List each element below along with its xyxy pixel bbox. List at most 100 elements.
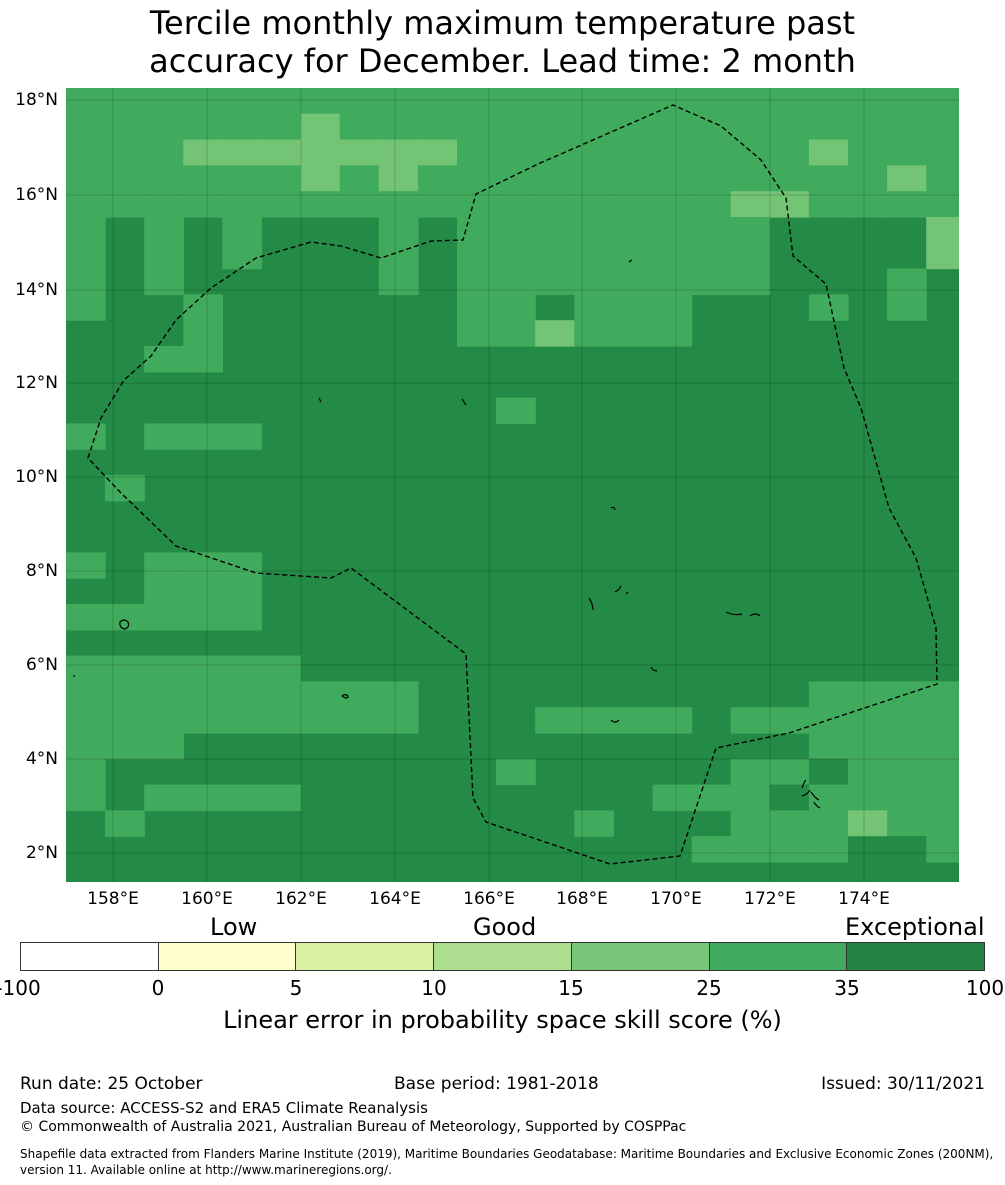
skill-cell bbox=[183, 681, 223, 708]
skill-cell bbox=[144, 655, 184, 682]
skill-cell bbox=[730, 810, 771, 837]
skill-map bbox=[66, 88, 959, 882]
skill-cell bbox=[769, 784, 810, 811]
skill-cell bbox=[613, 294, 654, 321]
skill-cell bbox=[652, 191, 693, 218]
colorbar-segment bbox=[21, 943, 159, 970]
skill-cell bbox=[691, 113, 732, 141]
colorbar bbox=[20, 942, 985, 971]
skill-cell bbox=[222, 113, 263, 141]
skill-cell bbox=[378, 707, 419, 734]
skill-cell bbox=[887, 165, 927, 192]
skill-cell bbox=[496, 165, 536, 192]
skill-cell bbox=[66, 191, 106, 218]
skill-cell bbox=[769, 810, 810, 837]
skill-cell bbox=[66, 268, 106, 295]
colorbar-segment bbox=[571, 943, 710, 970]
colorbar-tick: 100 bbox=[965, 976, 1005, 1000]
lat-label-16n: 16°N bbox=[15, 185, 58, 205]
skill-cell bbox=[613, 113, 654, 141]
skill-cell bbox=[691, 191, 732, 218]
skill-cell bbox=[183, 346, 223, 373]
copyright: © Commonwealth of Australia 2021, Austra… bbox=[20, 1119, 687, 1135]
skill-cell bbox=[613, 139, 654, 166]
skill-cell bbox=[535, 165, 575, 192]
islands bbox=[73, 259, 821, 809]
legend-category-good: Good bbox=[473, 913, 537, 941]
skill-cell bbox=[183, 320, 223, 347]
skill-cell bbox=[222, 139, 263, 166]
skill-cell bbox=[378, 268, 419, 295]
skill-cell bbox=[457, 139, 497, 166]
skill-cell bbox=[535, 242, 575, 270]
skill-cell bbox=[926, 113, 959, 141]
skill-cell bbox=[926, 191, 959, 218]
skill-cell bbox=[496, 113, 536, 141]
skill-cell bbox=[574, 88, 614, 115]
skill-cell bbox=[144, 681, 184, 708]
lon-label-174e: 174°E bbox=[838, 889, 890, 909]
skill-cell bbox=[300, 165, 341, 192]
skill-cell bbox=[887, 113, 927, 141]
lat-label-6n: 6°N bbox=[25, 655, 58, 675]
legend-category-exceptional: Exceptional bbox=[845, 913, 985, 941]
skill-cell bbox=[926, 165, 959, 192]
skill-cell bbox=[261, 784, 302, 811]
colorbar-tick: 25 bbox=[696, 976, 722, 1000]
skill-cell bbox=[261, 191, 302, 218]
colorbar-title: Linear error in probability space skill … bbox=[223, 1006, 782, 1034]
skill-cell bbox=[222, 784, 263, 811]
skill-cell bbox=[613, 320, 654, 347]
skill-cell bbox=[261, 165, 302, 192]
skill-cell bbox=[222, 217, 263, 244]
skill-cell bbox=[730, 88, 771, 115]
skill-cell bbox=[808, 836, 849, 863]
base-period: Base period: 1981-2018 bbox=[394, 1074, 599, 1094]
lat-label-14n: 14°N bbox=[15, 280, 58, 300]
skill-cell bbox=[848, 113, 888, 141]
skill-cell bbox=[105, 707, 145, 734]
skill-cell bbox=[613, 217, 654, 244]
skill-cell bbox=[144, 784, 184, 811]
skill-cell bbox=[222, 552, 263, 579]
skill-cell bbox=[808, 733, 849, 760]
skill-cell bbox=[496, 758, 536, 786]
lon-label-164e: 164°E bbox=[369, 889, 421, 909]
skill-cell bbox=[535, 320, 575, 347]
lon-label-158e: 158°E bbox=[87, 889, 139, 909]
skill-cell bbox=[652, 320, 693, 347]
skill-cell bbox=[613, 165, 654, 192]
skill-cell bbox=[887, 294, 927, 321]
skill-cell bbox=[574, 268, 614, 295]
skill-cell bbox=[574, 217, 614, 244]
skill-cell bbox=[730, 242, 771, 270]
skill-cell bbox=[105, 113, 145, 141]
lat-label-18n: 18°N bbox=[15, 90, 58, 110]
skill-cell bbox=[261, 88, 302, 115]
skill-cell bbox=[926, 139, 959, 166]
skill-cell bbox=[339, 113, 380, 141]
skill-cell bbox=[496, 397, 536, 424]
skill-cell bbox=[300, 191, 341, 218]
skill-cell bbox=[417, 165, 458, 192]
skill-cell bbox=[691, 242, 732, 270]
skill-cell bbox=[769, 139, 810, 166]
skill-cell bbox=[848, 88, 888, 115]
graticule bbox=[66, 88, 959, 882]
skill-cell bbox=[535, 88, 575, 115]
skill-cell bbox=[613, 707, 654, 734]
legend-category-low: Low bbox=[210, 913, 258, 941]
skill-cell bbox=[926, 733, 959, 760]
skill-cell bbox=[457, 242, 497, 270]
skill-cell bbox=[652, 784, 693, 811]
skill-cell bbox=[66, 681, 106, 708]
skill-cell bbox=[574, 294, 614, 321]
skill-cell bbox=[144, 604, 184, 631]
skill-cell bbox=[457, 320, 497, 347]
skill-cell bbox=[378, 88, 419, 115]
colorbar-segment bbox=[709, 943, 848, 970]
skill-cell bbox=[496, 242, 536, 270]
skill-cell bbox=[691, 217, 732, 244]
skill-cell bbox=[887, 836, 927, 863]
colorbar-segment bbox=[158, 943, 297, 970]
